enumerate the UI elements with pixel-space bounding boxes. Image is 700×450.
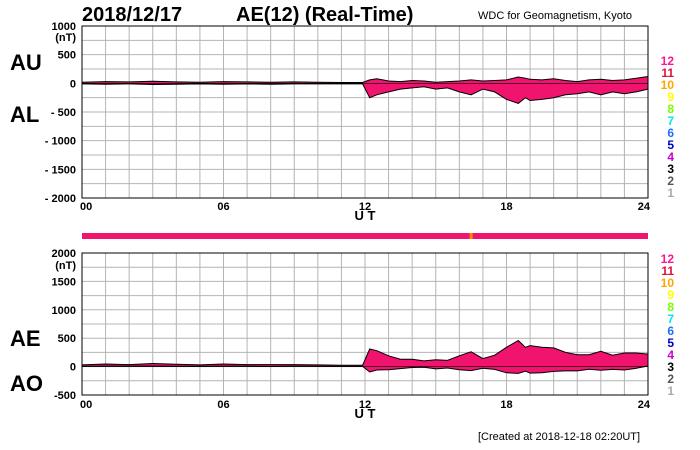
top-ytick-label: - 2000 [45, 193, 76, 205]
legend-item-8: 8 [667, 300, 674, 314]
legend-item-6: 6 [667, 324, 674, 338]
legend-item-12: 12 [660, 54, 674, 68]
top-ytick-label: 500 [58, 50, 76, 62]
bottom-ytick-label: 500 [58, 333, 76, 345]
legend-item-10: 10 [660, 276, 674, 290]
bottom-ytick-label: 1000 [52, 305, 76, 317]
bottom-series-ao [81, 365, 649, 374]
bottom-frame [81, 252, 649, 396]
legend-item-12: 12 [660, 252, 674, 266]
top-unit-label: (nT) [55, 32, 76, 44]
bottom-series-ae [81, 339, 649, 366]
status-bar [82, 233, 648, 239]
top-ytick-label: 1000 [52, 21, 76, 33]
data-source: WDC for Geomagnetism, Kyoto [478, 10, 633, 22]
bottom-xtick-label: 18 [500, 399, 512, 411]
top-series-al [81, 83, 649, 104]
chart-date: 2018/12/17 [82, 4, 183, 26]
al-label: AL [10, 102, 40, 127]
legend-item-5: 5 [667, 138, 674, 152]
legend-item-3: 3 [667, 360, 674, 374]
legend-item-4: 4 [667, 348, 674, 362]
legend-item-3: 3 [667, 162, 674, 176]
chart-title: AE(12) (Real-Time) [236, 4, 414, 26]
bottom-xtick-label: 06 [217, 399, 229, 411]
top-series-au [81, 76, 649, 83]
top-plot [81, 25, 649, 199]
top-ytick-label: - 1000 [45, 136, 76, 148]
top-ytick-label: - 1500 [45, 164, 76, 176]
legend-item-10: 10 [660, 78, 674, 92]
bottom-band-fill [82, 340, 648, 374]
top-xtick-label: 06 [217, 201, 229, 213]
ao-label: AO [10, 371, 43, 396]
ae-label: AE [10, 326, 41, 351]
bottom-ytick-label: -500 [54, 390, 76, 402]
bottom-unit-label: (nT) [55, 260, 76, 272]
top-xtick-label: 12 [359, 201, 371, 213]
top-ytick-label: - 500 [51, 107, 76, 119]
legend-item-7: 7 [667, 114, 674, 128]
au-label: AU [10, 50, 42, 75]
bottom-ytick-label: 1500 [52, 276, 76, 288]
bottom-xtick-label: 00 [80, 399, 92, 411]
top-xtick-label: 00 [80, 201, 92, 213]
legend-item-6: 6 [667, 126, 674, 140]
legend-item-1: 1 [667, 384, 674, 398]
top-xaxis-label: U T [355, 208, 376, 223]
top-ytick-label: 0 [70, 78, 76, 90]
legend-item-5: 5 [667, 336, 674, 350]
legend-item-1: 1 [667, 186, 674, 200]
top-frame [81, 25, 649, 199]
created-timestamp: [Created at 2018-12-18 02:20UT] [478, 431, 641, 443]
bottom-xaxis-label: U T [355, 406, 376, 421]
legend-item-4: 4 [667, 150, 674, 164]
bottom-xtick-label: 12 [359, 399, 371, 411]
legend-item-9: 9 [667, 288, 674, 302]
top-xtick-label: 24 [638, 201, 651, 213]
legend-item-9: 9 [667, 90, 674, 104]
bottom-ytick-label: 0 [70, 362, 76, 374]
legend-item-7: 7 [667, 312, 674, 326]
legend-item-11: 11 [661, 66, 674, 80]
legend-item-2: 2 [667, 372, 674, 386]
bottom-ytick-label: 2000 [52, 248, 76, 260]
status-bar-mark [469, 233, 473, 239]
legend-item-11: 11 [661, 264, 674, 278]
top-xtick-label: 18 [500, 201, 512, 213]
bottom-plot [81, 252, 649, 396]
legend-item-2: 2 [667, 174, 674, 188]
legend-item-8: 8 [667, 102, 674, 116]
bottom-xtick-label: 24 [638, 399, 651, 411]
